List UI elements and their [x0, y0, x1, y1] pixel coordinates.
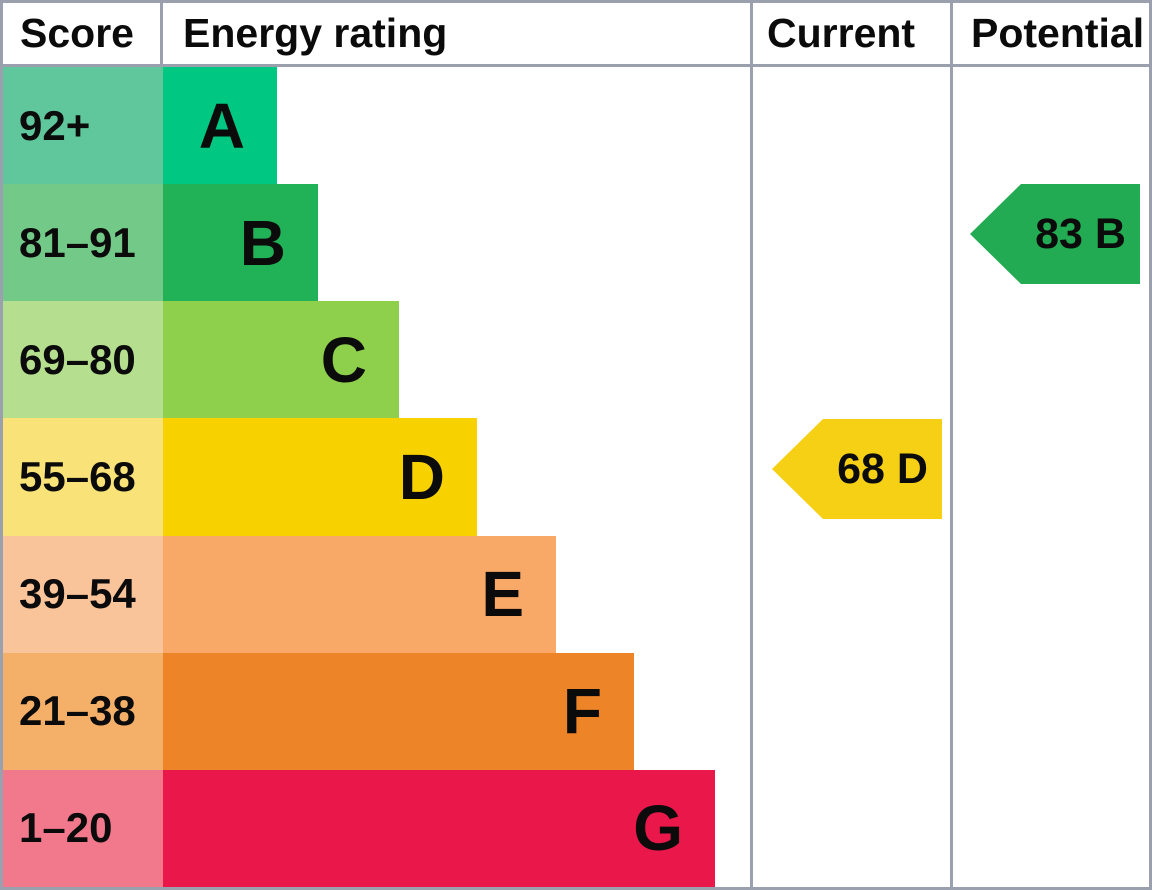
current-rating-label: 68 D: [837, 444, 928, 493]
score-cell-e: 39–54: [3, 535, 163, 653]
score-range-label-d: 55–68: [19, 452, 136, 500]
band-letter-e: E: [481, 558, 524, 631]
rating-bar-f: F: [163, 652, 634, 770]
potential-rating-label: 83 B: [1035, 209, 1126, 258]
score-cell-c: 69–80: [3, 301, 163, 419]
score-range-label-a: 92+: [19, 101, 91, 149]
band-letter-c: C: [320, 323, 367, 396]
score-cell-a: 92+: [3, 67, 163, 185]
score-cell-d: 55–68: [3, 418, 163, 536]
rating-bar-e: E: [163, 535, 556, 653]
score-cell-b: 81–91: [3, 184, 163, 302]
current-column-divider: [750, 3, 753, 887]
band-rows: 92+ A 81–91 B 69–80 C 55–68: [3, 67, 1149, 887]
band-letter-d: D: [398, 440, 445, 513]
band-row-b: 81–91 B: [3, 184, 1149, 302]
potential-column-divider: [950, 3, 953, 887]
band-row-f: 21–38 F: [3, 652, 1149, 770]
band-row-c: 69–80 C: [3, 301, 1149, 419]
header-current: Current: [767, 10, 916, 56]
header-divider-line: [3, 64, 1149, 67]
band-letter-g: G: [633, 792, 683, 865]
score-range-label-b: 81–91: [19, 218, 136, 266]
header-score: Score: [20, 10, 134, 56]
rating-bar-b: B: [163, 184, 318, 302]
rating-bar-a: A: [163, 67, 277, 185]
rating-bar-g: G: [163, 769, 715, 887]
rating-bar-d: D: [163, 418, 477, 536]
rating-bar-c: C: [163, 301, 399, 419]
band-row-d: 55–68 D: [3, 418, 1149, 536]
band-row-e: 39–54 E: [3, 535, 1149, 653]
score-cell-g: 1–20: [3, 769, 163, 887]
score-range-label-f: 21–38: [19, 687, 136, 735]
band-letter-f: F: [562, 675, 602, 748]
score-range-label-c: 69–80: [19, 335, 136, 383]
band-letter-b: B: [239, 206, 286, 279]
band-row-g: 1–20 G: [3, 769, 1149, 887]
band-letter-a: A: [198, 89, 245, 162]
header-potential: Potential: [971, 10, 1145, 56]
score-cell-f: 21–38: [3, 652, 163, 770]
score-range-label-e: 39–54: [19, 570, 136, 618]
band-row-a: 92+ A: [3, 67, 1149, 185]
header-energy-rating: Energy rating: [183, 10, 448, 56]
score-range-label-g: 1–20: [19, 804, 113, 852]
score-column-divider: [160, 3, 163, 64]
